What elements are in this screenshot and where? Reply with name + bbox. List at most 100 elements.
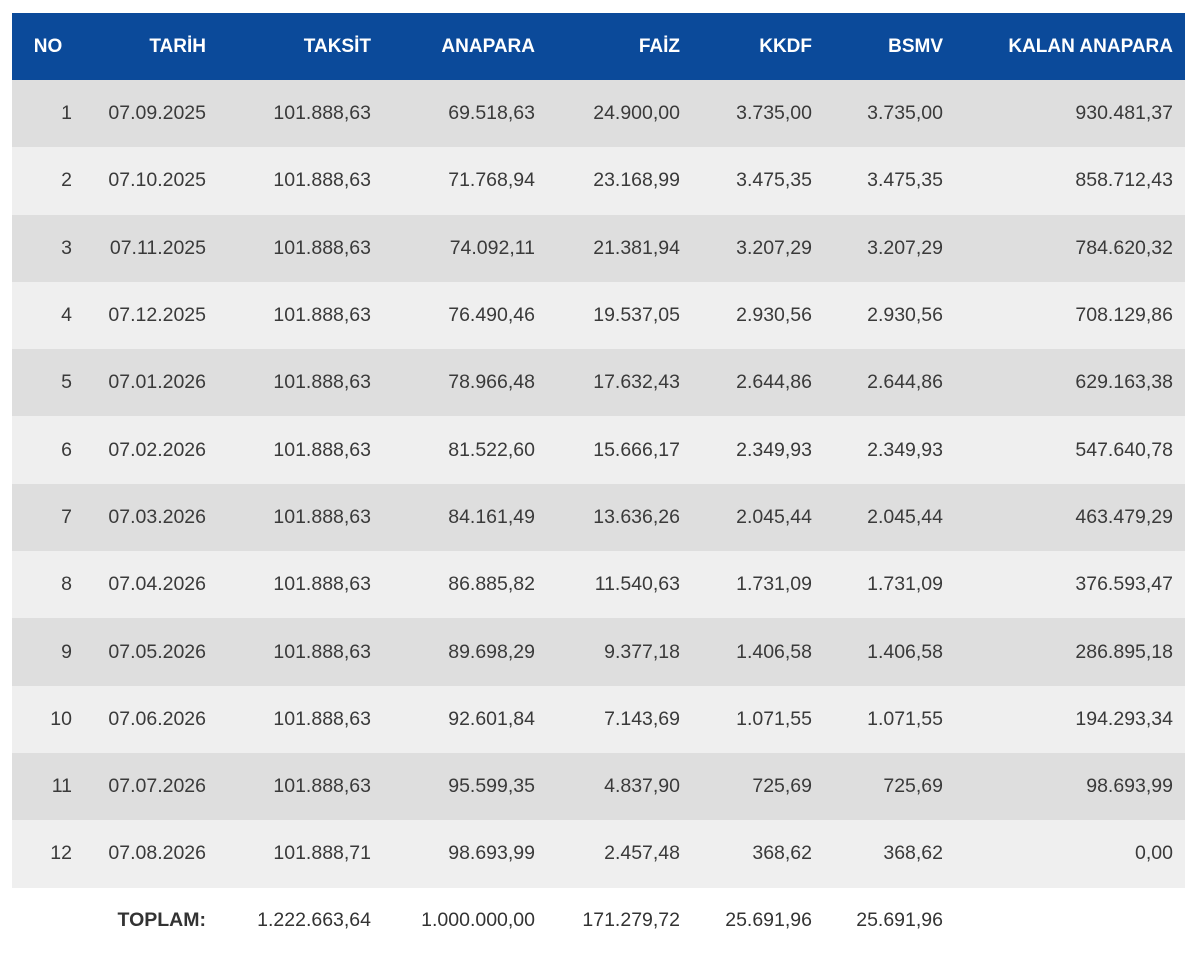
cell-kkdf: 725,69	[752, 775, 812, 798]
totals-interest: 171.279,72	[582, 909, 680, 932]
header-remaining-principal: KALAN ANAPARA	[1008, 35, 1173, 57]
table-row: 6 07.02.2026 101.888,63 81.522,60 15.666,17 2…	[12, 416, 1185, 484]
cell-interest: 11.540,63	[594, 573, 680, 596]
cell-kkdf: 2.349,93	[736, 438, 812, 461]
cell-bsmv: 3.735,00	[867, 102, 943, 125]
cell-principal: 69.518,63	[448, 102, 535, 125]
cell-interest: 13.636,26	[593, 505, 680, 528]
header-no: NO	[33, 35, 63, 57]
cell-kkdf: 368,62	[752, 842, 812, 865]
cell-bsmv: 1.406,58	[867, 640, 943, 663]
cell-no: 7	[61, 505, 72, 528]
table-row: 10 07.06.2026 101.888,63 92.601,84 7.143,69 1…	[12, 685, 1185, 753]
cell-date: 07.10.2025	[108, 169, 206, 192]
table-header: NO TARİH TAKSİT ANAPARA FAİZ KKDF BSMV K…	[12, 13, 1185, 80]
cell-bsmv: 725,69	[883, 775, 943, 798]
cell-installment: 101.888,63	[273, 371, 371, 394]
cell-installment: 101.888,63	[273, 505, 371, 528]
totals-bsmv: 25.691,96	[856, 909, 943, 932]
cell-kkdf: 2.045,44	[736, 505, 812, 528]
header-date: TARİH	[149, 35, 206, 57]
cell-interest: 21.381,94	[593, 236, 680, 259]
cell-no: 4	[61, 304, 72, 327]
cell-principal: 92.601,84	[448, 707, 535, 730]
cell-kkdf: 1.071,55	[736, 707, 812, 730]
cell-no: 3	[61, 236, 72, 259]
cell-interest: 7.143,69	[604, 707, 680, 730]
table-row: 4 07.12.2025 101.888,63 76.490,46 19.537,05 2…	[12, 281, 1185, 350]
cell-kkdf: 3.207,29	[736, 236, 812, 259]
cell-principal: 86.885,82	[448, 573, 535, 596]
cell-principal: 76.490,46	[448, 304, 535, 327]
cell-date: 07.07.2026	[108, 775, 206, 798]
cell-installment: 101.888,63	[273, 775, 371, 798]
table-row: 9 07.05.2026 101.888,63 89.698,29 9.377,18 1.…	[12, 618, 1185, 686]
cell-bsmv: 2.930,56	[867, 304, 943, 327]
cell-principal: 84.161,49	[448, 505, 535, 528]
cell-principal: 74.092,11	[449, 236, 535, 259]
cell-kkdf: 2.930,56	[736, 304, 812, 327]
cell-interest: 23.168,99	[593, 169, 680, 192]
totals-principal: 1.000.000,00	[421, 909, 535, 932]
cell-installment: 101.888,63	[273, 640, 371, 663]
cell-bsmv: 1.071,55	[867, 707, 943, 730]
cell-date: 07.04.2026	[108, 573, 206, 596]
cell-remaining-principal: 286.895,18	[1075, 640, 1173, 663]
cell-no: 9	[61, 640, 72, 663]
cell-date: 07.09.2025	[108, 102, 206, 125]
cell-date: 07.06.2026	[108, 707, 206, 730]
cell-principal: 81.522,60	[448, 438, 535, 461]
table-row: 11 07.07.2026 101.888,63 95.599,35 4.837,90 7…	[12, 752, 1185, 821]
cell-principal: 71.768,94	[448, 169, 535, 192]
cell-principal: 95.599,35	[448, 775, 535, 798]
cell-bsmv: 368,62	[883, 842, 943, 865]
header-kkdf: KKDF	[759, 35, 812, 57]
cell-remaining-principal: 784.620,32	[1075, 236, 1173, 259]
cell-bsmv: 2.644,86	[867, 371, 943, 394]
cell-interest: 15.666,17	[593, 438, 680, 461]
table-row: 2 07.10.2025 101.888,63 71.768,94 23.168,99 3…	[12, 147, 1185, 215]
cell-kkdf: 1.731,09	[736, 573, 812, 596]
cell-bsmv: 2.349,93	[867, 438, 943, 461]
cell-date: 07.12.2025	[108, 304, 206, 327]
cell-no: 2	[61, 169, 72, 192]
totals-kkdf: 25.691,96	[725, 909, 812, 932]
cell-installment: 101.888,63	[273, 573, 371, 596]
cell-remaining-principal: 463.479,29	[1075, 505, 1173, 528]
cell-installment: 101.888,63	[273, 236, 371, 259]
header-installment: TAKSİT	[303, 35, 371, 57]
cell-date: 07.01.2026	[108, 371, 206, 394]
cell-kkdf: 2.644,86	[736, 371, 812, 394]
totals-empty-cell	[955, 888, 1185, 954]
cell-remaining-principal: 930.481,37	[1075, 102, 1173, 125]
table-footer: TOPLAM: 1.222.663,64 1.000.000,00 171.27…	[12, 887, 1185, 954]
totals-row: TOPLAM: 1.222.663,64 1.000.000,00 171.27…	[12, 887, 1185, 954]
totals-empty-cell	[12, 888, 84, 954]
totals-label: TOPLAM:	[117, 909, 206, 932]
cell-remaining-principal: 376.593,47	[1075, 573, 1173, 596]
table-row: 8 07.04.2026 101.888,63 86.885,82 11.540,63 1…	[12, 551, 1185, 619]
cell-interest: 24.900,00	[593, 102, 680, 125]
cell-bsmv: 2.045,44	[867, 505, 943, 528]
cell-bsmv: 3.207,29	[867, 236, 943, 259]
cell-bsmv: 3.475,35	[867, 169, 943, 192]
table-row: 3 07.11.2025 101.888,63 74.092,11 21.381,94 3…	[12, 214, 1185, 282]
table-row: 5 07.01.2026 101.888,63 78.966,48 17.632,43 2…	[12, 349, 1185, 417]
cell-no: 5	[61, 371, 72, 394]
cell-remaining-principal: 858.712,43	[1075, 169, 1173, 192]
cell-interest: 4.837,90	[604, 775, 680, 798]
cell-principal: 78.966,48	[448, 371, 535, 394]
cell-remaining-principal: 98.693,99	[1086, 775, 1173, 798]
cell-principal: 89.698,29	[448, 640, 535, 663]
cell-date: 07.11.2025	[109, 236, 206, 259]
payment-schedule: NO TARİH TAKSİT ANAPARA FAİZ KKDF BSMV K…	[12, 13, 1185, 954]
cell-remaining-principal: 0,00	[1135, 842, 1173, 865]
cell-interest: 9.377,18	[604, 640, 680, 663]
cell-date: 07.02.2026	[108, 438, 206, 461]
cell-no: 1	[61, 102, 72, 125]
cell-remaining-principal: 629.163,38	[1075, 371, 1173, 394]
cell-interest: 2.457,48	[604, 842, 680, 865]
cell-installment: 101.888,63	[273, 438, 371, 461]
cell-date: 07.05.2026	[108, 640, 206, 663]
table-row: 1 07.09.2025 101.888,63 69.518,63 24.900,00 3…	[12, 80, 1185, 148]
